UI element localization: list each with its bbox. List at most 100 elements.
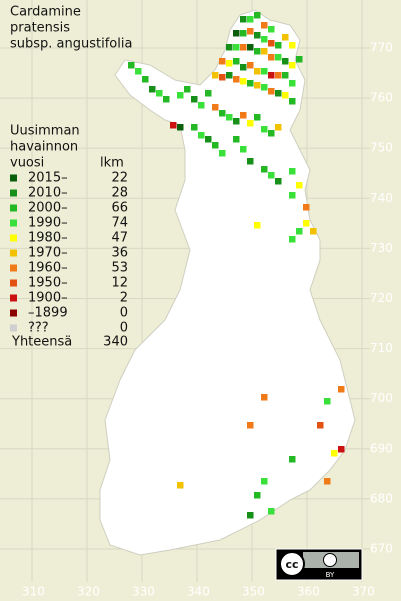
observation-square [296,56,303,63]
observation-square [268,72,275,79]
observation-square [282,72,289,79]
cc-text: cc [285,558,298,571]
observation-square [324,398,331,405]
observation-square [275,124,282,131]
northing-label: 670 [370,542,393,556]
observation-square [317,422,324,429]
title-line: Cardamine [10,5,81,20]
observation-square [303,220,310,227]
by-icon [323,553,337,567]
observation-square [261,166,268,173]
finland-outline [99,9,356,556]
observation-square [261,478,268,485]
observation-square [289,236,296,243]
observation-square [240,146,247,153]
legend-label: 1970– [28,246,68,261]
legend-label: ??? [28,321,49,336]
legend-swatch [10,324,17,332]
northing-label: 710 [370,341,393,355]
observation-square [240,112,247,119]
legend-swatch [10,279,17,287]
observation-square [226,60,233,67]
legend-label: 1990– [28,216,68,231]
legend-label: 1980– [28,231,68,246]
observation-square [275,42,282,49]
legend-heading: Uusimman [10,124,80,139]
legend-label: –1899 [28,306,68,321]
legend-swatch [10,264,17,272]
observation-square [128,62,135,69]
observation-square [310,228,317,235]
observation-square [226,44,233,51]
observation-square [261,48,268,55]
observation-square [247,158,254,165]
legend-swatch [10,174,17,182]
observation-square [303,204,310,211]
easting-label: 340 [187,585,210,599]
labels: Cardamine pratensis subsp. angustifolia … [10,5,132,350]
observation-square [268,54,275,61]
observation-square [275,178,282,185]
northing-label: 770 [370,41,393,55]
northing-label: 750 [370,141,393,155]
legend-count: 66 [111,201,128,216]
observation-square [212,72,219,79]
observation-square [268,130,275,137]
observation-square [240,44,247,51]
legend-count: 36 [111,246,128,261]
legend-swatch [10,249,17,257]
observation-square [282,92,289,99]
observation-square [282,34,289,41]
observation-square [331,450,338,457]
title-line: pratensis [10,21,70,36]
observation-square [247,80,254,87]
observation-square [261,126,268,133]
observation-square [135,68,142,75]
legend-total: 340 [103,335,128,350]
observation-square [149,86,156,93]
northing-label: 680 [370,491,393,505]
legend-label: 1950– [28,276,68,291]
northing-label: 730 [370,241,393,255]
legend-count: 0 [120,306,128,321]
observation-square [254,82,261,89]
legend-label: 2015– [28,171,68,186]
legend-heading: vuosi [10,156,44,171]
observation-square [289,168,296,175]
observation-squares [128,12,345,519]
legend-label: 1900– [28,291,68,306]
observation-square [212,104,219,111]
observation-square [184,86,191,93]
observation-square [233,30,240,37]
legend-label: 2010– [28,186,68,201]
observation-square [219,74,226,81]
observation-square [226,114,233,121]
legend-swatch [10,219,17,227]
observation-square [254,492,261,499]
observation-square [219,58,226,65]
observation-square [261,68,268,75]
observation-square [247,62,254,69]
legend-label: 2000– [28,201,68,216]
observation-square [261,36,268,43]
observation-square [247,28,254,35]
observation-square [275,54,282,61]
legend-heading: havainnon [10,140,78,155]
observation-square [338,446,345,453]
observation-square [289,80,296,87]
observation-square [254,32,261,39]
observation-square [233,44,240,51]
observation-square [275,90,282,97]
legend-count: 12 [111,276,128,291]
northing-label: 740 [370,191,393,205]
observation-square [212,142,219,149]
title-line: subsp. angustifolia [10,37,132,52]
legend-count: 0 [120,321,128,336]
observation-square [226,72,233,79]
observation-square [324,478,331,485]
observation-square [296,228,303,235]
observation-square [163,96,170,103]
observation-square [254,48,261,55]
observation-square [289,98,296,105]
legend-count: 53 [111,261,128,276]
